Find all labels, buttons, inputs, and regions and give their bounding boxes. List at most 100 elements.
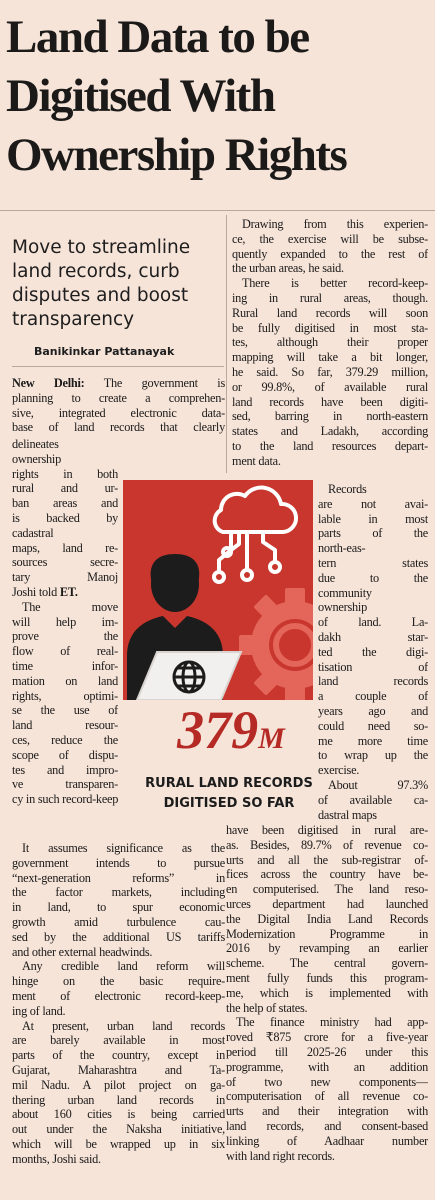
text-line: are barely available in most [12, 1033, 225, 1048]
text-line: the help of states. [226, 1000, 308, 1015]
text-line: be fully digitised in most sta- [232, 320, 428, 335]
text-line: cy in such record-keeping. [12, 792, 118, 807]
text-line: ing in rural areas, though. [232, 290, 428, 305]
text-line: New Delhi: The government is [12, 376, 225, 391]
text-line: out under the Naksha initiative, [12, 1122, 225, 1137]
stat-figure: 379M [146, 700, 316, 769]
text-line: parts of the [318, 526, 428, 541]
illustration [123, 480, 313, 700]
text-line: the Digital India Land Records [226, 911, 428, 926]
text-line: There is better record-keep- [242, 276, 428, 291]
text-line: sources secre- [12, 555, 118, 570]
text-line: me more time [318, 733, 428, 748]
text-line: the factor markets, including [12, 885, 225, 900]
text-line: and other external headwinds. [12, 944, 153, 959]
divider [0, 210, 435, 211]
text-line: will help im- [12, 614, 118, 629]
text-line: tes, although their proper [232, 335, 428, 350]
text-line: the urban areas, he said. [232, 261, 344, 276]
text-line: of land. La- [318, 615, 428, 630]
text-line: a couple of [318, 689, 428, 704]
text-line: land records, and consent-based [226, 1118, 428, 1133]
text-line: linking of Aadhaar number [226, 1133, 428, 1148]
text-line: urts and all the sub-registrar of- [226, 852, 428, 867]
globe-icon [172, 660, 206, 694]
text-line: of available ca- [318, 792, 428, 807]
text-line: Any credible land reform will [22, 959, 225, 974]
text-line: mation on land [12, 673, 118, 688]
text-line: se the use of [12, 703, 118, 718]
text-line: mil Nadu. A pilot project on ga- [12, 1077, 225, 1092]
text-line: sed, barring in north-eastern [232, 409, 428, 424]
text-line: community [318, 585, 372, 600]
right-column-narrow: Records are not avai-lable in most parts o… [318, 482, 428, 822]
text-line: ownership [318, 600, 367, 615]
headline-line: Ownership Rights [6, 129, 348, 181]
headline: Land Data to be Digitised With Ownership… [6, 8, 431, 185]
text-line: sed by the additional US tariffs [12, 929, 225, 944]
text-line: are not avai- [318, 496, 428, 511]
text-line: base of land records that clearly [12, 420, 225, 435]
text-line: The finance ministry had app- [236, 1015, 428, 1030]
text-line: en computerised. The land reso- [226, 882, 428, 897]
deck: Move to streamline land records, curb di… [12, 236, 224, 332]
text-line: of two new components— [226, 1074, 428, 1089]
text-line: thering urban land records in [12, 1092, 225, 1107]
text-line: lable in most [318, 511, 428, 526]
headline-line: Land Data to be [6, 11, 310, 63]
text-line: government intends to pursue [12, 855, 225, 870]
text-line: It assumes significance as the [22, 841, 225, 855]
stat-caption: RURAL LAND RECORDS DIGITISED SO FAR [134, 774, 324, 814]
deck-line: disputes and boost [12, 285, 189, 306]
text-line: ing of land. [12, 1003, 66, 1018]
text-line: delineates [12, 437, 59, 451]
text-line: Drawing from this experien- [242, 217, 428, 231]
text-line: 2016 by revamping an earlier [226, 941, 428, 956]
text-line: roved ₹875 crore for a five-year [226, 1030, 428, 1045]
text-line: time infor- [12, 658, 118, 673]
deck-line: transparency [12, 309, 135, 330]
left-column-top: New Delhi: The government is planning to… [12, 376, 225, 435]
text-line: ban areas and [12, 496, 118, 511]
text-line: flow of real- [12, 644, 118, 659]
text-line: maps, land re- [12, 540, 118, 555]
text-line: land records [318, 674, 428, 689]
divider [12, 366, 224, 367]
text-line: states and Ladakh, according [232, 424, 428, 439]
text-line: rights, optimi- [12, 688, 118, 703]
text-fragment: The government is [84, 376, 225, 390]
text-line: ted the digi- [318, 644, 428, 659]
text-line: rural and ur- [12, 481, 118, 496]
text-line: “next-generation reforms” in [12, 870, 225, 885]
text-line: quently expanded to the rest of [232, 246, 428, 261]
deck-line: Move to streamline [12, 237, 191, 258]
text-line: ce, the exercise will be subse- [232, 231, 428, 246]
text-line: he said. So far, 379.29 million, [232, 364, 428, 379]
text-line: prove the [12, 629, 118, 644]
text-line: fices across the country have be- [226, 867, 428, 882]
text-line: urts and their integration with [226, 1104, 428, 1119]
text-line: The move [22, 599, 118, 614]
text-line: growth amid turbulence cau- [12, 914, 225, 929]
et-abbreviation: ET. [57, 584, 78, 599]
text-line: Rural land records will soon [232, 305, 428, 320]
stat-unit: M [258, 722, 285, 755]
text-line: ces, reduce the [12, 732, 118, 747]
stat-caption-line: RURAL LAND RECORDS [145, 776, 313, 791]
text-line: months, Joshi said. [12, 1151, 101, 1166]
text-line: years ago and [318, 703, 428, 718]
text-line: Joshi told ET. [12, 584, 78, 599]
text-line: ment fully funds this program- [226, 970, 428, 985]
text-line: ment data. [232, 453, 281, 468]
text-line: have been digitised in rural are- [226, 823, 428, 837]
text-line: About 97.3% [328, 777, 428, 792]
text-line: urces department had launched [226, 896, 428, 911]
text-line: due to the [318, 570, 428, 585]
text-line: Gujarat, Maharashtra and Ta- [12, 1062, 225, 1077]
text-line: At present, urban land records [22, 1018, 225, 1033]
text-line: with land right records. [226, 1148, 335, 1163]
text-line: rights in both [12, 466, 118, 481]
text-line: ment of electronic record-keep- [12, 988, 225, 1003]
left-column-bottom: It assumes significance as the government… [12, 841, 225, 1167]
deck-line: land records, curb [12, 261, 180, 282]
